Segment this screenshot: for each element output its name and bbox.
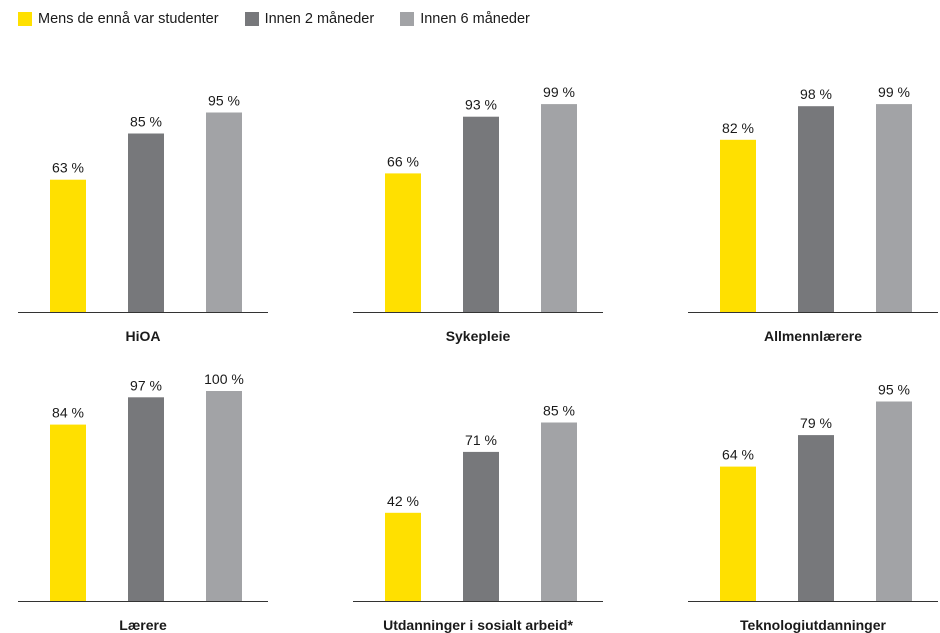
legend-item-6-months: Innen 6 måneder: [400, 11, 530, 27]
legend-swatch-students: [18, 12, 32, 26]
value-label-2-months: 98 %: [800, 86, 832, 102]
bar-students: [385, 173, 421, 312]
category-label: Teknologiutdanninger: [740, 617, 887, 633]
legend-swatch-6-months: [400, 12, 415, 26]
bar-6-months: [206, 391, 242, 601]
value-label-6-months: 95 %: [208, 93, 240, 109]
legend-item-2-months: Innen 2 måneder: [244, 11, 375, 27]
category-label: Lærere: [119, 617, 167, 633]
bar-2-months: [798, 435, 834, 601]
category-label: Sykepleie: [446, 328, 511, 344]
bar-students: [50, 179, 86, 312]
panel-hioa: 63 % 85 % 95 % HiOA: [18, 93, 268, 344]
value-label-students: 66 %: [387, 153, 419, 169]
value-label-6-months: 100 %: [204, 371, 244, 387]
bar-2-months: [463, 116, 499, 312]
bar-2-months: [128, 397, 164, 601]
value-label-6-months: 99 %: [543, 84, 575, 100]
bar-students: [50, 424, 86, 601]
value-label-students: 64 %: [722, 447, 754, 463]
panel-lærere: 84 % 97 % 100 % Lærere: [18, 371, 268, 633]
legend-label-students: Mens de ennå var studenter: [38, 11, 219, 27]
value-label-2-months: 85 %: [130, 114, 162, 130]
category-label: Allmennlærere: [764, 328, 862, 344]
value-label-students: 84 %: [52, 405, 84, 421]
bar-students: [720, 466, 756, 601]
legend: Mens de ennå var studenter Innen 2 måned…: [18, 11, 556, 27]
panel-allmennlærere: 82 % 98 % 99 % Allmennlærere: [688, 84, 938, 344]
bar-6-months: [541, 104, 577, 312]
value-label-2-months: 79 %: [800, 415, 832, 431]
category-label: HiOA: [126, 328, 161, 344]
legend-item-students: Mens de ennå var studenter: [18, 11, 219, 27]
bar-6-months: [206, 112, 242, 312]
bar-6-months: [541, 422, 577, 601]
value-label-2-months: 93 %: [465, 97, 497, 113]
panel-utdanninger-i-sosialt-arbeid: 42 % 71 % 85 % Utdanninger i sosialt arbeid…: [353, 403, 603, 633]
legend-label-2-months: Innen 2 måneder: [264, 11, 375, 27]
panel-teknologiutdanninger: 64 % 79 % 95 % Teknologiutdanninger: [688, 382, 938, 633]
legend-label-6-months: Innen 6 måneder: [420, 11, 530, 27]
legend-swatch-2-months: [244, 12, 259, 26]
value-label-students: 42 %: [387, 493, 419, 509]
bar-students: [720, 139, 756, 312]
bar-6-months: [876, 104, 912, 312]
value-label-students: 63 %: [52, 160, 84, 176]
value-label-2-months: 71 %: [465, 432, 497, 448]
bar-2-months: [463, 451, 499, 601]
bar-6-months: [876, 401, 912, 601]
bar-2-months: [798, 106, 834, 312]
value-label-6-months: 95 %: [878, 382, 910, 398]
value-label-2-months: 97 %: [130, 377, 162, 393]
value-label-6-months: 99 %: [878, 84, 910, 100]
category-label: Utdanninger i sosialt arbeid*: [383, 617, 573, 633]
value-label-6-months: 85 %: [543, 403, 575, 419]
value-label-students: 82 %: [722, 120, 754, 136]
bar-2-months: [128, 133, 164, 312]
panel-sykepleie: 66 % 93 % 99 % Sykepleie: [353, 84, 603, 344]
bar-students: [385, 512, 421, 601]
